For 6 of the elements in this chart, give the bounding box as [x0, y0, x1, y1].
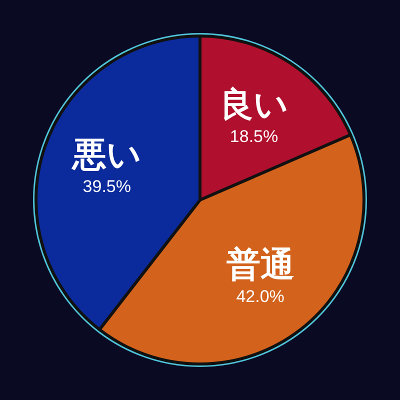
slice-label: 悪い	[70, 136, 142, 174]
data-label: 18.5%	[230, 126, 278, 146]
slice-label: 普通	[226, 244, 294, 284]
slice-label: 良い	[220, 86, 289, 124]
data-label: 39.5%	[82, 177, 132, 196]
data-label: 42.0%	[236, 286, 284, 306]
